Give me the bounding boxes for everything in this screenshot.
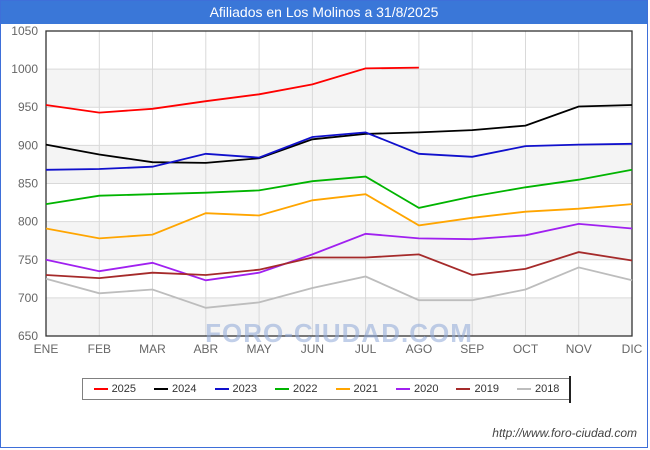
svg-text:850: 850 bbox=[18, 177, 38, 191]
svg-text:750: 750 bbox=[18, 253, 38, 267]
svg-text:NOV: NOV bbox=[566, 342, 592, 356]
svg-text:700: 700 bbox=[18, 291, 38, 305]
svg-text:1050: 1050 bbox=[11, 24, 38, 38]
svg-text:1000: 1000 bbox=[11, 62, 38, 76]
svg-text:900: 900 bbox=[18, 138, 38, 152]
svg-text:OCT: OCT bbox=[513, 342, 539, 356]
svg-text:FORO-CIUDAD.COM: FORO-CIUDAD.COM bbox=[205, 318, 473, 348]
svg-text:800: 800 bbox=[18, 215, 38, 229]
svg-text:ENE: ENE bbox=[34, 342, 59, 356]
svg-text:650: 650 bbox=[18, 329, 38, 343]
svg-text:DIC: DIC bbox=[622, 342, 643, 356]
svg-text:950: 950 bbox=[18, 100, 38, 114]
svg-text:FEB: FEB bbox=[88, 342, 111, 356]
svg-text:MAR: MAR bbox=[139, 342, 166, 356]
